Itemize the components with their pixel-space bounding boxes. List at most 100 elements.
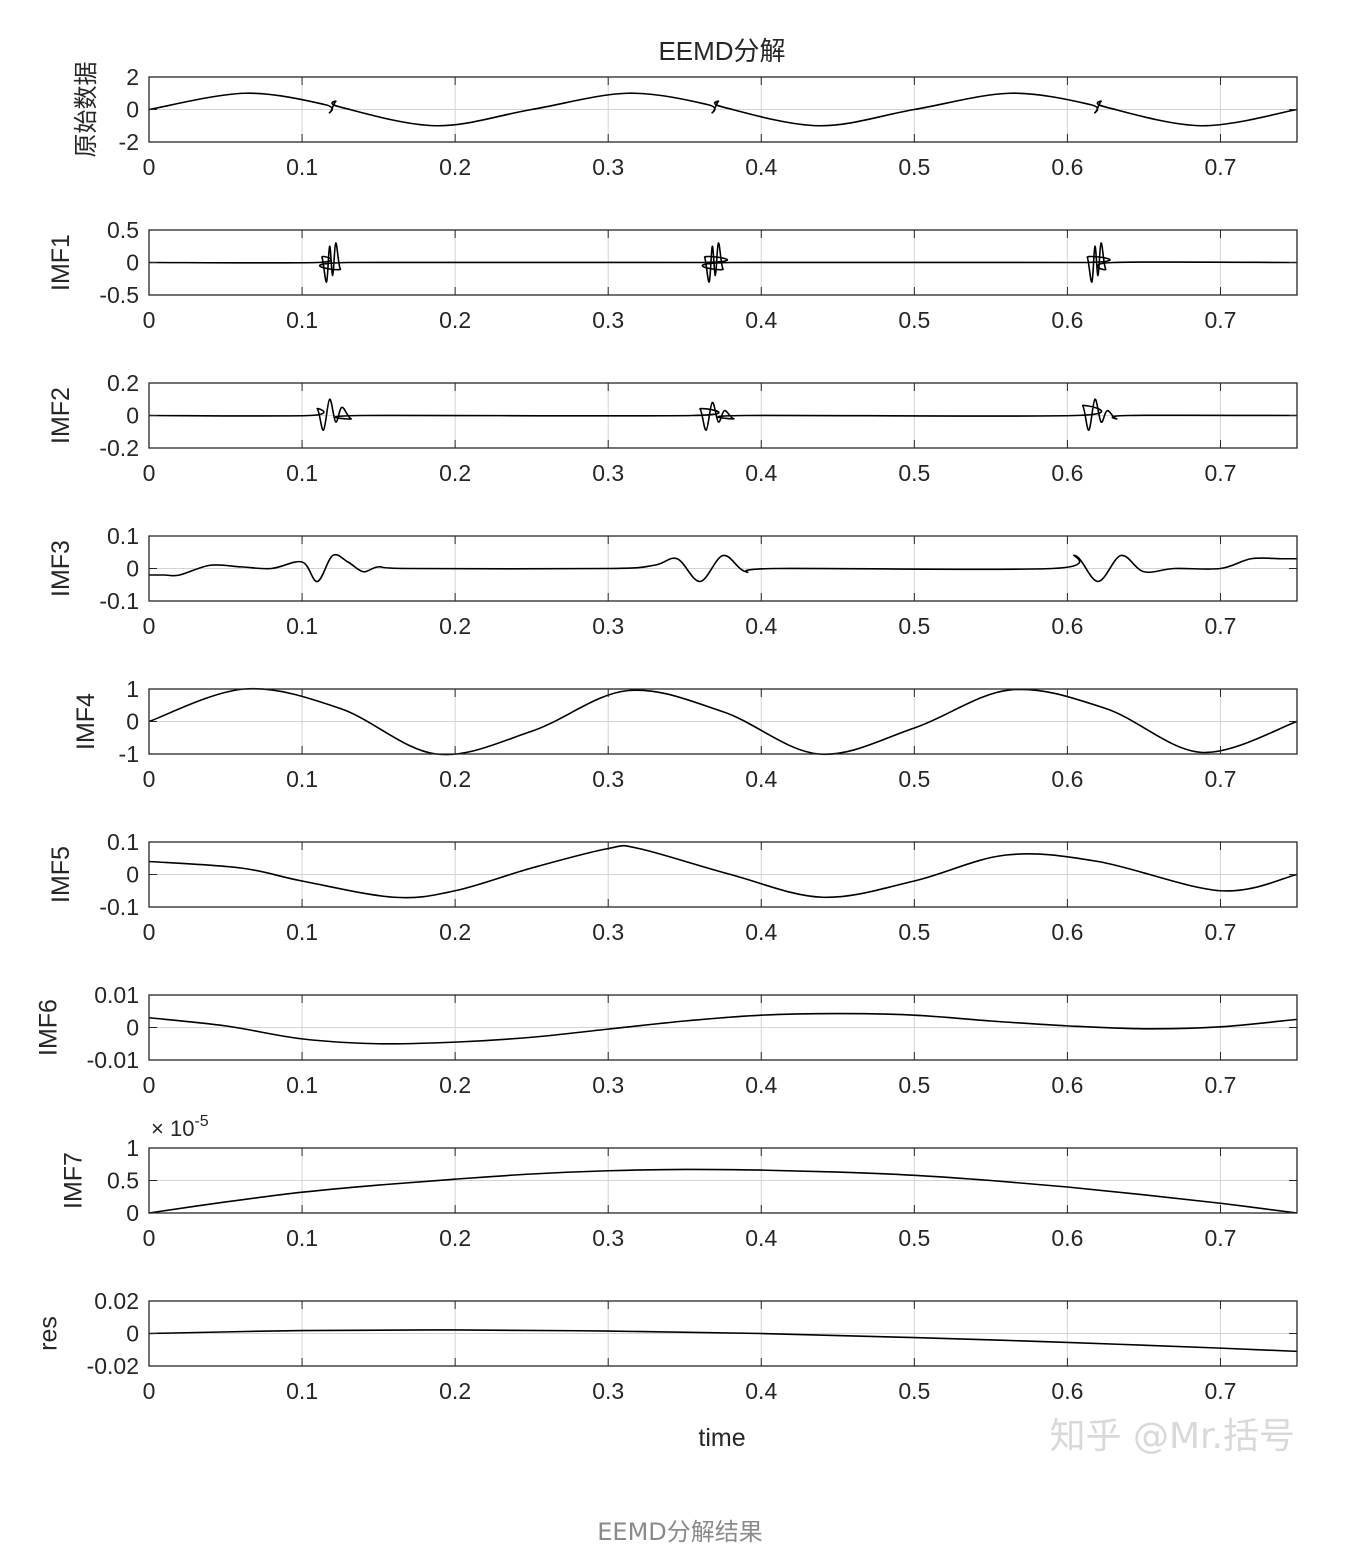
x-tick-label: 0.3 [592, 1225, 624, 1251]
x-tick-label: 0.6 [1051, 1378, 1083, 1404]
y-tick-label: 0 [126, 403, 139, 429]
x-tick-label: 0.3 [592, 613, 624, 639]
y-exponent-label: × 10-5 [151, 1113, 209, 1141]
figure-caption: EEMD分解结果 [597, 1518, 763, 1546]
x-tick-label: 0.4 [745, 766, 777, 792]
y-tick-label: 2 [126, 64, 139, 90]
y-axis-label: IMF2 [47, 387, 75, 444]
x-tick-label: 0.1 [286, 1072, 318, 1098]
x-axis-label: time [698, 1424, 745, 1452]
x-tick-label: 0 [143, 1378, 156, 1404]
x-tick-label: 0.2 [439, 460, 471, 486]
x-tick-label: 0.5 [898, 1225, 930, 1251]
x-tick-label: 0.5 [898, 460, 930, 486]
series-line [148, 398, 1298, 431]
x-tick-label: 0.1 [286, 1225, 318, 1251]
y-axis-label: IMF5 [47, 846, 75, 903]
x-tick-label: 0.7 [1204, 919, 1236, 945]
y-tick-label: 0.1 [107, 523, 139, 549]
x-tick-label: 0.7 [1204, 460, 1236, 486]
x-tick-label: 0.1 [286, 307, 318, 333]
x-tick-label: 0.6 [1051, 919, 1083, 945]
series-line [149, 553, 1297, 583]
x-tick-label: 0 [143, 766, 156, 792]
x-tick-label: 0.7 [1204, 1072, 1236, 1098]
y-tick-label: -0.5 [99, 282, 139, 308]
y-tick-label: -0.01 [87, 1047, 139, 1073]
y-axis-label: IMF6 [35, 999, 63, 1056]
y-tick-label: -1 [119, 741, 139, 767]
x-tick-label: 0.4 [745, 154, 777, 180]
x-tick-label: 0.2 [439, 1072, 471, 1098]
y-tick-label: 0.02 [94, 1288, 139, 1314]
x-tick-label: 0.1 [286, 460, 318, 486]
x-tick-label: 0.3 [592, 307, 624, 333]
y-axis-label: IMF1 [47, 234, 75, 291]
y-tick-label: -0.1 [99, 588, 139, 614]
x-tick-label: 0.3 [592, 460, 624, 486]
x-tick-label: 0 [143, 307, 156, 333]
x-tick-label: 0.4 [745, 1225, 777, 1251]
x-tick-label: 0 [143, 919, 156, 945]
x-tick-label: 0.6 [1051, 460, 1083, 486]
x-tick-label: 0.7 [1204, 154, 1236, 180]
x-tick-label: 0.3 [592, 1378, 624, 1404]
x-tick-label: 0.5 [898, 1072, 930, 1098]
y-axis-label: res [35, 1316, 63, 1351]
y-tick-label: 0 [126, 556, 139, 582]
y-tick-label: -0.2 [99, 435, 139, 461]
y-tick-label: -0.1 [99, 894, 139, 920]
x-tick-label: 0.5 [898, 154, 930, 180]
y-axis-label: IMF3 [47, 540, 75, 597]
series-line [148, 844, 1298, 899]
x-tick-label: 0.6 [1051, 613, 1083, 639]
y-tick-label: 0.1 [107, 829, 139, 855]
y-tick-label: -2 [119, 129, 139, 155]
x-tick-label: 0 [143, 1225, 156, 1251]
x-tick-label: 0.2 [439, 1225, 471, 1251]
figure-title: EEMD分解 [658, 36, 785, 66]
x-tick-label: 0.2 [439, 919, 471, 945]
y-tick-label: 0.5 [107, 1168, 139, 1194]
series-line [148, 92, 1298, 127]
y-tick-label: 0 [126, 250, 139, 276]
x-tick-label: 0.4 [745, 1378, 777, 1404]
x-tick-label: 0.4 [745, 919, 777, 945]
x-tick-label: 0.6 [1051, 154, 1083, 180]
x-tick-label: 0.3 [592, 919, 624, 945]
x-tick-label: 0.4 [745, 307, 777, 333]
y-tick-label: 1 [126, 1135, 139, 1161]
subplot-stack: 0 0.1 0.2 0.3 0.4 0.5 0.6 0.7 -2 0 2 原始数据 0 0.1 0.2 0.3… [35, 62, 1298, 1404]
y-tick-label: 0.01 [94, 982, 139, 1008]
y-axis-label: 原始数据 [72, 62, 100, 158]
x-tick-label: 0 [143, 613, 156, 639]
y-tick-label: 1 [126, 676, 139, 702]
x-tick-label: 0.1 [286, 1378, 318, 1404]
y-tick-label: 0 [126, 862, 139, 888]
x-tick-label: 0.6 [1051, 1225, 1083, 1251]
x-tick-label: 0.4 [745, 460, 777, 486]
x-tick-label: 0.6 [1051, 307, 1083, 333]
y-tick-label: 0 [126, 1200, 139, 1226]
series-line [148, 242, 1298, 283]
y-axis-label: IMF4 [72, 693, 100, 750]
eemd-figure: EEMD分解 0 0.1 0.2 0.3 0.4 0.5 0.6 0.7 -2 0 2 原始数据 0 0.… [35, 36, 1298, 1457]
y-tick-label: 0 [126, 1015, 139, 1041]
x-tick-label: 0.7 [1204, 613, 1236, 639]
x-tick-label: 0.2 [439, 613, 471, 639]
series-line [148, 1168, 1298, 1214]
x-tick-label: 0.5 [898, 1378, 930, 1404]
x-tick-label: 0.6 [1051, 1072, 1083, 1098]
subplot-imf7: 0 0.1 0.2 0.3 0.4 0.5 0.6 0.7 0 0.5 1 IMF7 × 10-5 [60, 1113, 1298, 1251]
x-tick-label: 0.5 [898, 766, 930, 792]
x-tick-label: 0 [143, 460, 156, 486]
y-tick-label: 0 [126, 97, 139, 123]
x-tick-label: 0.1 [286, 919, 318, 945]
